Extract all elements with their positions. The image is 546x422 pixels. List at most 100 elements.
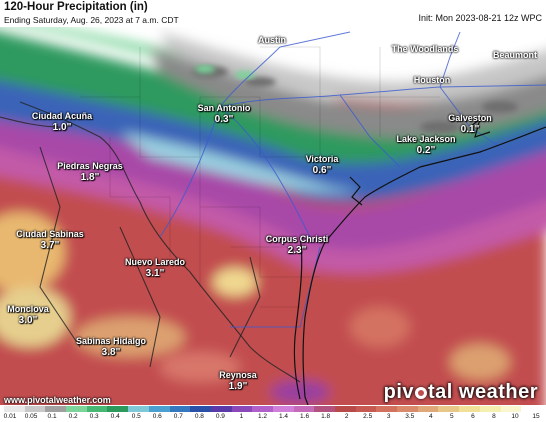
color-scale-legend: 0.01 0.05 0.1 0.2 0.3 0.4 0.5 0.6 0.7 0.8 0.9 1 1.2 1…: [0, 405, 546, 422]
scale-swatch: [438, 406, 460, 412]
scale-label: 0.01: [3, 413, 17, 420]
city-monclova: Monclova 3.0": [7, 304, 49, 326]
scale-label: 0.05: [24, 413, 38, 420]
scale-swatch: [335, 406, 356, 412]
scale-label: 3.5: [405, 413, 415, 420]
scale-label: 2.5: [363, 413, 373, 420]
scale-swatch: [66, 406, 87, 412]
city-lake-jackson: Lake Jackson 0.2": [396, 134, 455, 156]
scale-swatch: [148, 406, 170, 412]
valid-time: Ending Saturday, Aug. 26, 2023 at 7 a.m.…: [4, 15, 179, 25]
scale-swatch: [86, 406, 108, 412]
city-piedras-negras: Piedras Negras 1.8": [57, 161, 123, 183]
precip-value: 2.3": [287, 245, 307, 256]
city-corpus-christi: Corpus Christi 2.3": [266, 234, 329, 256]
scale-label: 1.6: [300, 413, 310, 420]
city-label-beaumont: Beaumont: [492, 50, 538, 60]
precip-value: 3.8": [101, 347, 121, 358]
precip-value: 0.2": [416, 145, 436, 156]
scale-label: 0.6: [152, 413, 162, 420]
precip-value: 0.6": [312, 165, 332, 176]
logo-text-end: tal weather: [428, 381, 538, 403]
scale-label: 1.4: [278, 413, 289, 420]
init-time: Init: Mon 2023-08-21 12z WPC: [418, 13, 542, 23]
city-name: Ciudad Sabinas: [16, 229, 84, 239]
scale-label: 0.3: [89, 413, 99, 420]
city-ciudad-acuna: Ciudad Acuña 1.0": [32, 111, 92, 133]
header: 120-Hour Precipitation (in) Ending Satur…: [0, 0, 546, 27]
city-label-austin: Austin: [258, 35, 286, 45]
city-nuevo-laredo: Nuevo Laredo 3.1": [125, 257, 185, 279]
map-title: 120-Hour Precipitation (in): [4, 1, 148, 13]
city-reynosa: Reynosa 1.9": [219, 370, 257, 392]
logo-text-start: piv: [383, 381, 415, 403]
scale-label: 0.9: [215, 413, 225, 420]
scale-label: 0.1: [47, 413, 57, 420]
city-sabinas-hidalgo: Sabinas Hidalgo 3.8": [76, 336, 146, 358]
scale-label: 6: [471, 413, 475, 420]
scale-swatch: [417, 406, 439, 412]
precip-value: 1.0": [52, 122, 72, 133]
precip-value: 0.3": [214, 114, 234, 125]
city-label-the-woodlands: The Woodlands: [391, 44, 459, 54]
city-label-houston: Houston: [413, 75, 451, 85]
scale-label: 0.8: [194, 413, 204, 420]
city-victoria: Victoria 0.6": [306, 154, 339, 176]
scale-label: 10: [511, 413, 519, 420]
scale-swatch: [210, 406, 232, 412]
city-name: Nuevo Laredo: [124, 257, 186, 267]
scale-swatch: [500, 406, 522, 412]
scale-swatch: [397, 406, 418, 412]
scale-swatch: [190, 406, 211, 412]
city-name: Lake Jackson: [396, 134, 456, 144]
scale-label: 0.7: [173, 413, 183, 420]
scale-swatch: [169, 406, 191, 412]
scale-label: 0.5: [131, 413, 141, 420]
city-name: Victoria: [305, 154, 339, 164]
logo-o-icon: [415, 387, 428, 399]
scale-swatch: [231, 406, 253, 412]
scale-swatch: [376, 406, 398, 412]
scale-swatch: [355, 406, 377, 412]
precip-value: 3.0": [18, 315, 38, 326]
precipitation-map[interactable]: Austin The Woodlands Beaumont Houston Sa…: [0, 27, 546, 405]
precip-value: 1.9": [228, 381, 248, 392]
scale-swatch: [45, 406, 67, 412]
city-name: Piedras Negras: [57, 161, 123, 171]
scale-swatch: [128, 406, 149, 412]
city-name: San Antonio: [197, 103, 251, 113]
map-canvas: [0, 27, 546, 405]
scale-swatch: [24, 406, 46, 412]
scale-swatch: [479, 406, 501, 412]
scale-label: 4: [428, 413, 433, 420]
city-name: Sabinas Hidalgo: [75, 336, 147, 346]
city-san-antonio: San Antonio 0.3": [198, 103, 251, 125]
scale-label: 3: [386, 413, 391, 420]
color-scale-labels: 0.01 0.05 0.1 0.2 0.3 0.4 0.5 0.6 0.7 0.8 0.9 1 1.2 1…: [4, 413, 542, 422]
scale-swatch: [459, 406, 480, 412]
scale-label: 15: [532, 413, 540, 420]
scale-swatch: [252, 406, 273, 412]
precip-value: 1.8": [80, 172, 100, 183]
scale-label: 1.2: [257, 413, 267, 420]
scale-label: 0.4: [110, 413, 120, 420]
scale-label: 2: [344, 413, 349, 420]
scale-label: 0.2: [68, 413, 78, 420]
color-scale-bar: [4, 406, 542, 412]
city-name: Monclova: [7, 304, 49, 314]
scale-swatch: [521, 406, 542, 412]
precip-value: 0.1": [460, 124, 480, 135]
city-name: Ciudad Acuña: [31, 111, 93, 121]
scale-swatch: [314, 406, 335, 412]
city-ciudad-sabinas: Ciudad Sabinas 3.7": [16, 229, 84, 251]
scale-swatch: [272, 406, 294, 412]
scale-label: 5: [450, 413, 454, 420]
city-name: Galveston: [448, 113, 492, 123]
precip-value: 3.7": [40, 240, 60, 251]
pivotal-weather-logo: piv tal weather: [384, 381, 538, 404]
scale-swatch: [293, 406, 315, 412]
precip-value: 3.1": [145, 268, 165, 279]
scale-label: 1: [239, 413, 244, 420]
website-link[interactable]: www.pivotalweather.com: [4, 395, 111, 405]
scale-label: 8: [492, 413, 496, 420]
